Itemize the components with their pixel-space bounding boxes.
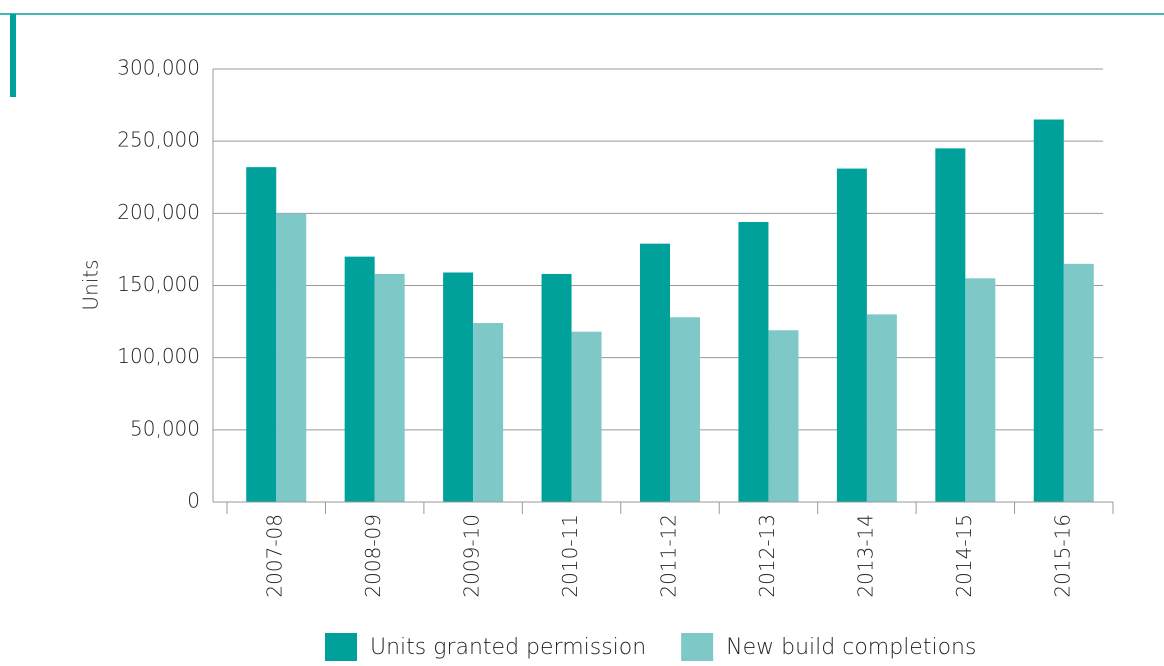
bar [640,243,670,503]
x-tick-label: 2012-13 [755,514,779,598]
y-tick-label: 0 [187,489,200,513]
bar [965,278,996,502]
legend-label: Units granted permission [370,635,646,660]
bar [1033,119,1064,503]
x-tick-label: 2015-16 [1050,514,1074,598]
bar [246,167,277,502]
y-tick-label: 250,000 [117,128,200,152]
x-tick-label: 2014-15 [952,514,976,598]
legend-swatch [681,633,714,661]
bar [344,256,375,502]
bar [866,314,897,502]
bar [670,317,700,502]
bar [541,273,572,502]
legend-swatch [325,633,357,661]
y-tick-label: 300,000 [117,56,200,80]
bar [473,323,504,502]
x-tick-label: 2008-09 [361,514,385,598]
bar [443,272,474,502]
bar [935,148,966,502]
x-tick-label: 2010-11 [558,514,582,598]
bar [738,221,769,502]
bar [1063,263,1094,502]
bar [836,168,867,502]
x-tick-label: 2011-12 [657,514,681,598]
y-tick-label: 150,000 [117,272,200,296]
x-tick-label: 2009-10 [460,514,484,598]
bar [571,331,602,502]
side-accent [10,14,16,97]
x-tick-label: 2013-14 [853,514,877,598]
x-tick-label: 2007-08 [263,514,287,598]
bar [768,330,799,502]
bar [276,213,307,503]
y-tick-label: 50,000 [130,416,200,440]
y-tick-label: 200,000 [117,200,200,224]
y-tick-label: 100,000 [117,344,200,368]
legend-label: New build completions [726,635,976,660]
bar [374,273,405,502]
y-axis-label: Units [79,259,103,310]
